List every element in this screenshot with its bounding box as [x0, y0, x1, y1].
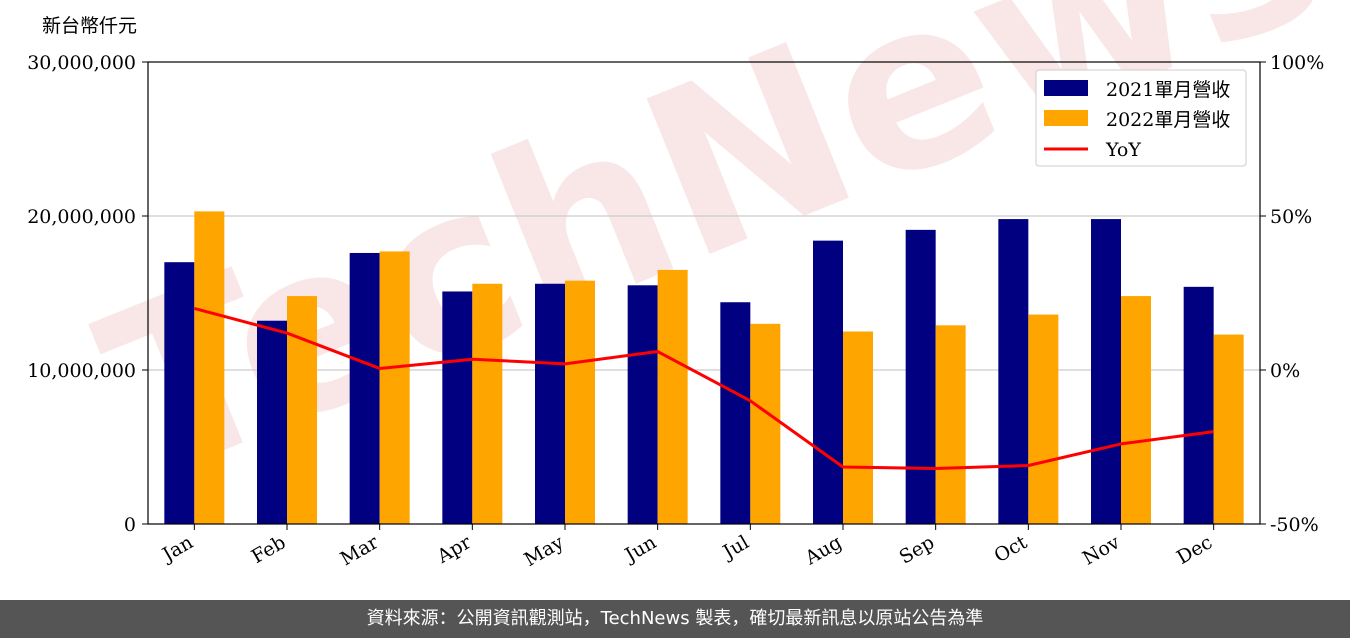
bar-2021-dec: [1183, 286, 1214, 524]
legend-label-yoy: YoY: [1105, 139, 1141, 161]
gridlines: [148, 215, 1260, 371]
y-axis-right: -50% 0% 50% 100%: [1260, 52, 1324, 536]
bar-2022-mar: [379, 251, 410, 525]
yoy-line-layer: [193, 306, 1214, 471]
bar-2022-sep: [935, 325, 966, 524]
bar-2022-oct: [1028, 314, 1059, 524]
bar-2022-jul: [750, 323, 781, 524]
legend-box: [1035, 69, 1247, 167]
bar-2022-jan: [194, 211, 225, 524]
y2-tick-label: -50%: [1270, 514, 1319, 536]
yoy-line: [193, 306, 1214, 471]
plot-frame: [147, 61, 1261, 525]
y2-tick-label: 0%: [1270, 360, 1300, 382]
bar-2022-apr: [472, 283, 503, 524]
x-tick-label: Jun: [620, 531, 661, 567]
bar-2021-oct: [998, 219, 1029, 524]
x-tick-label: Nov: [1079, 531, 1124, 570]
x-tick-label: Jan: [157, 531, 197, 567]
y-tick-label: 10,000,000: [27, 360, 136, 382]
bar-2022-feb: [287, 296, 317, 524]
x-tick-label: Dec: [1173, 531, 1216, 569]
y-axis-left: 0 10,000,000 20,000,000 30,000,000: [27, 52, 148, 536]
unit-label: 新台幣仟元: [42, 15, 137, 37]
y-tick-label: 0: [124, 514, 136, 536]
bar-2021-nov: [1091, 219, 1121, 524]
legend-swatch-2022: [1044, 110, 1088, 126]
chart: TechNews 新台幣仟元 010,000,00020,000,00030,0…: [27, 0, 1350, 571]
bar-2021-apr: [442, 291, 473, 524]
legend: 2021單月營收 2022單月營收 YoY: [1035, 69, 1247, 167]
x-tick-label: Feb: [248, 531, 290, 568]
y-tick-label: 30,000,000: [27, 52, 136, 74]
bar-2021-sep: [905, 229, 936, 525]
y2-tick-label: 100%: [1270, 52, 1324, 74]
legend-label-2021: 2021單月營收: [1106, 79, 1230, 101]
x-tick-label: May: [521, 531, 568, 571]
bar-2022-nov: [1121, 296, 1151, 524]
bar-2021-jun: [627, 285, 658, 524]
x-tick-label: Aug: [801, 531, 846, 570]
bar-2021-may: [535, 283, 565, 524]
bars: [164, 211, 1244, 525]
bar-2022-aug: [843, 331, 873, 524]
x-tick-label: Mar: [337, 531, 383, 570]
bar-2021-jul: [720, 302, 751, 524]
bar-2021-aug: [813, 240, 843, 524]
bar-2022-may: [565, 280, 595, 524]
bar-2022-dec: [1213, 334, 1244, 524]
bar-2021-mar: [349, 252, 380, 524]
y-tick-label: 20,000,000: [27, 206, 136, 228]
x-axis: Jan Feb Mar Apr May Jun Jul Aug Sep Oct Nov Dec: [157, 524, 1216, 571]
bar-2022-jun: [657, 269, 688, 524]
bar-2021-jan: [164, 262, 195, 524]
x-tick-label: Apr: [433, 531, 476, 568]
y2-tick-label: 50%: [1270, 206, 1312, 228]
x-tick-label: Sep: [896, 531, 939, 568]
legend-swatch-2021: [1044, 80, 1088, 96]
x-tick-label: Oct: [991, 531, 1032, 567]
legend-label-2022: 2022單月營收: [1106, 109, 1230, 131]
source-footer: 資料來源：公開資訊觀測站，TechNews 製表，確切最新訊息以原站公告為準: [0, 600, 1350, 638]
bar-2021-feb: [257, 320, 287, 524]
x-tick-label: Jul: [718, 531, 753, 564]
